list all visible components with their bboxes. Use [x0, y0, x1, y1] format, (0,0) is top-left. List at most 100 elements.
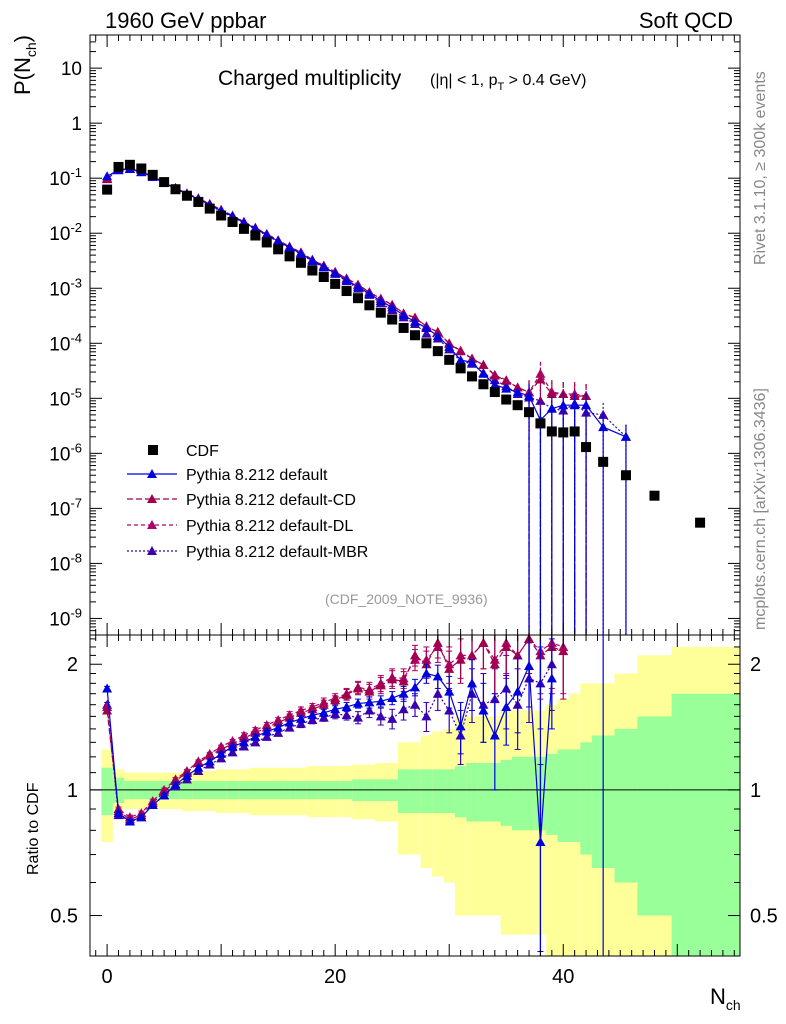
- cd-ratio-point: [512, 650, 523, 660]
- legend-cdf-marker: [148, 445, 158, 455]
- default-main-point: [375, 295, 386, 305]
- cd-ratio-point: [284, 712, 295, 722]
- mbr-ratio-point: [216, 753, 227, 763]
- cdf-point: [159, 177, 170, 188]
- ratio-tick-label: 2: [67, 654, 78, 676]
- cd-ratio-point: [364, 686, 375, 696]
- band-inner-bin: [420, 769, 433, 814]
- default-ratio-point: [204, 756, 215, 766]
- ratio-y-axis-label: Ratio to CDF: [25, 782, 42, 875]
- default-main-point: [330, 268, 341, 278]
- cdf-point: [330, 278, 341, 289]
- y-axis-label: P(Nch): [10, 35, 39, 95]
- cdf-point: [261, 237, 272, 248]
- mbr-ratio-point: [410, 699, 420, 709]
- cd-main-point: [546, 388, 557, 398]
- ratio-tick-label-right: 2: [750, 654, 761, 676]
- cd-ratio-point: [341, 689, 352, 699]
- default-ratio-point: [159, 790, 170, 800]
- cd-ratio-point: [467, 650, 478, 660]
- header-category: Soft QCD: [639, 8, 733, 33]
- legend-label-default: Pythia 8.212 default: [186, 467, 328, 484]
- default-ratio-point: [364, 697, 375, 707]
- cdf-point: [295, 257, 306, 268]
- mbr-ratio-line: [106, 663, 553, 823]
- band-inner-bin: [466, 762, 478, 822]
- cd-main-point: [512, 382, 523, 392]
- cd-main-point: [478, 359, 489, 369]
- default-ratio-point: [341, 701, 352, 711]
- default-ratio-point: [318, 707, 329, 717]
- cd-ratio-point: [375, 680, 386, 690]
- default-main-point: [569, 400, 580, 410]
- default-main-point: [620, 431, 631, 441]
- cd-main-point: [535, 374, 546, 384]
- cd-ratio-point: [204, 750, 215, 760]
- band-inner-bin: [409, 769, 421, 814]
- y-tick-label: 10-1: [49, 165, 82, 190]
- default-main-point: [250, 223, 261, 233]
- default-ratio-point: [467, 678, 478, 688]
- default-ratio-point: [421, 668, 432, 678]
- default-ratio-point: [181, 770, 192, 780]
- legend-mbr-marker: [147, 546, 157, 555]
- cdf-point: [512, 400, 523, 411]
- default-main-point: [444, 341, 455, 351]
- cdf-point: [181, 190, 192, 201]
- default-ratio-point: [102, 683, 113, 693]
- band-inner-bin: [523, 756, 535, 831]
- mbr-ratio-point: [444, 705, 455, 715]
- mbr-ratio-point: [295, 718, 306, 728]
- default-ratio-point: [375, 696, 386, 706]
- band-inner-bin: [489, 762, 501, 822]
- ratio-uncertainty-band: [101, 646, 740, 956]
- legend-entry-default: Pythia 8.212 default: [127, 467, 328, 484]
- legend: CDF Pythia 8.212 default Pythia 8.212 defa…: [127, 443, 368, 561]
- cd-ratio-point: [444, 663, 455, 673]
- cdf-point: [147, 169, 158, 180]
- cdf-point: [501, 394, 512, 405]
- legend-label-mbr: Pythia 8.212 default-MBR: [186, 544, 368, 561]
- mbr-ratio-point: [330, 708, 341, 718]
- cdf-point: [524, 407, 535, 418]
- band-inner-bin: [443, 769, 455, 814]
- chart-title-cut: (|η| < 1, pT > 0.4 GeV): [430, 72, 586, 93]
- legend-default-marker: [147, 469, 157, 478]
- axis-ticks: 10-910-810-710-610-510-410-310-210-11100…: [49, 34, 778, 988]
- cdf-point: [546, 426, 557, 437]
- default-ratio-point: [284, 717, 295, 727]
- default-main-point: [284, 242, 295, 252]
- legend-label-cdf: CDF: [186, 443, 219, 460]
- legend-label-dl: Pythia 8.212 default-DL: [186, 518, 353, 535]
- cdf-point: [455, 363, 466, 374]
- default-ratio-point: [455, 721, 466, 731]
- mbr-ratio-point: [307, 715, 318, 725]
- rivet-label: Rivet 3.1.10, ≥ 300k events: [752, 71, 769, 265]
- cd-ratio-point: [410, 650, 420, 660]
- default-ratio-point: [432, 671, 443, 681]
- default-ratio-point: [273, 722, 284, 732]
- band-inner-bin: [580, 742, 592, 855]
- cd-ratio-point: [501, 641, 512, 651]
- x-tick-label: 20: [324, 966, 346, 988]
- cdf-point: [649, 490, 660, 501]
- default-ratio-point: [524, 661, 535, 671]
- band-inner-bin: [546, 753, 558, 835]
- default-ratio-point: [113, 808, 124, 818]
- mbr-ratio-point: [341, 710, 352, 720]
- cdf-point: [620, 470, 631, 481]
- mbr-main-point: [421, 328, 432, 338]
- default-main-point: [307, 255, 318, 265]
- mbr-ratio-point: [273, 727, 284, 737]
- chart-title: Charged multiplicity: [218, 67, 402, 90]
- cd-ratio-point: [307, 704, 318, 714]
- default-main-point: [410, 316, 420, 326]
- default-main-point: [364, 288, 375, 298]
- band-inner-bin: [454, 766, 467, 818]
- legend-entry-mbr: Pythia 8.212 default-MBR: [127, 544, 368, 561]
- y-tick-label: 10-3: [49, 275, 82, 300]
- default-main-point: [341, 275, 352, 285]
- y-tick-label: 10-7: [49, 495, 82, 520]
- default-ratio-line: [106, 665, 553, 843]
- mbr-ratio-point: [318, 712, 329, 722]
